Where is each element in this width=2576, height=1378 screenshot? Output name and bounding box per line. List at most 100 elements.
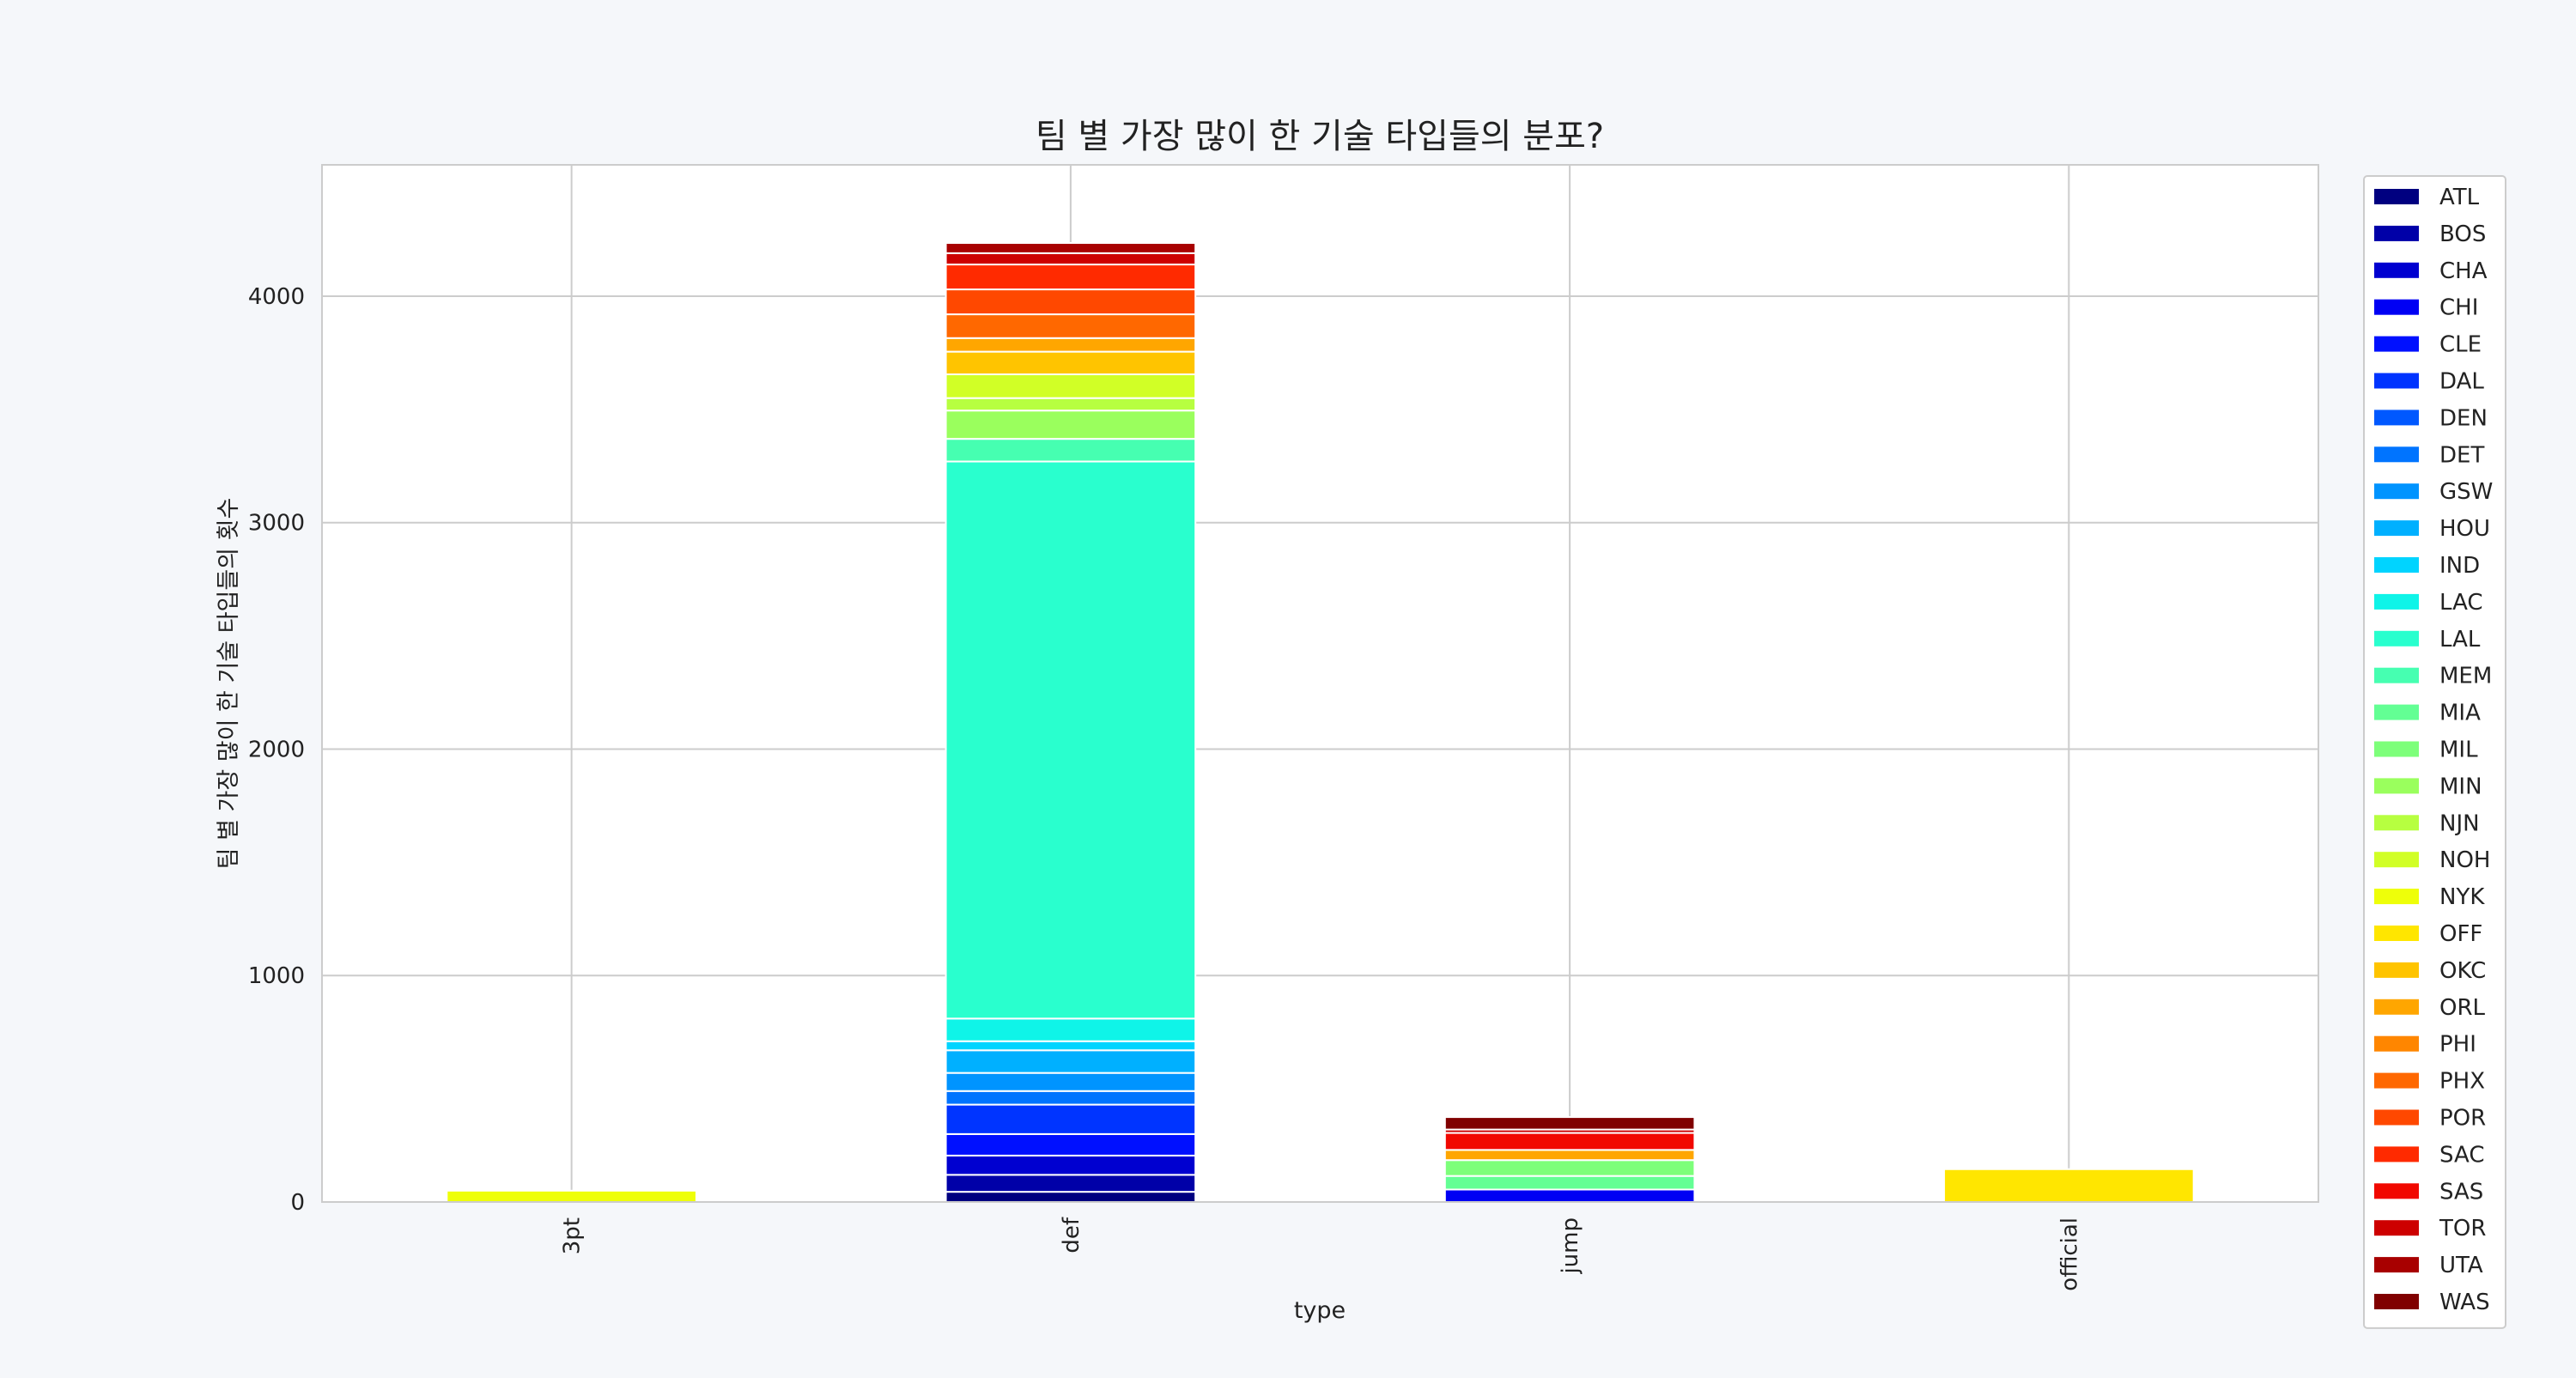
legend-label-OFF: OFF [2439,921,2482,947]
grid-lines [322,165,2318,1203]
y-axis-label: 팀 별 가장 많이 한 기술 타입들의 횟수 [216,498,242,870]
bar-segment-WAS-jump [1443,1116,1696,1131]
x-axis-label: type [1294,1297,1346,1324]
bar-segment-CHI-jump [1443,1188,1696,1203]
legend-label-HOU: HOU [2439,516,2490,542]
legend-swatch-OFF [2374,926,2419,941]
bar-segment-POR-def [945,288,1197,316]
legend-label-DAL: DAL [2439,369,2484,395]
legend-swatch-MIA [2374,704,2419,720]
legend-swatch-OKC [2374,962,2419,978]
x-tick-label: 3pt [560,1217,586,1254]
legend-swatch-ORL [2374,999,2419,1015]
legend-label-TOR: TOR [2439,1216,2486,1241]
y-tick-label: 0 [290,1190,305,1216]
legend-label-OKC: OKC [2439,958,2486,984]
bar-segment-UTA-def [945,241,1197,254]
legend-swatch-CHI [2374,299,2419,315]
legend-label-CLE: CLE [2439,332,2482,358]
x-axis-ticks: 3pt def jump official [560,1217,2083,1291]
legend-label-ATL: ATL [2439,185,2480,210]
legend-label-SAS: SAS [2439,1179,2483,1205]
legend-label-CHI: CHI [2439,295,2478,321]
legend-swatch-CLE [2374,336,2419,352]
legend-label-WAS: WAS [2439,1290,2490,1315]
bar-segment-GSW-def [945,1071,1197,1092]
legend-swatch-MIN [2374,778,2419,794]
bar-segment-ATL-def [945,1191,1197,1203]
bar-segment-NJN-def [945,397,1197,412]
y-axis-ticks: 0 1000 2000 3000 4000 [248,284,305,1216]
chart-title: 팀 별 가장 많이 한 기술 타입들의 분포? [1036,117,1604,156]
bar-segment-BOS-def [945,1174,1197,1193]
bar-segment-LAL-def [945,460,1197,1020]
y-tick-label: 1000 [248,963,305,989]
plot-area [322,165,2318,1202]
legend-label-GSW: GSW [2439,479,2493,505]
legend-label-IND: IND [2439,553,2480,579]
bar-segment-NOH-def [945,373,1197,399]
x-tick-label: jump [1558,1217,1583,1275]
legend-label-PHI: PHI [2439,1032,2476,1058]
legend-swatch-MEM [2374,667,2419,683]
x-tick-label: def [1059,1217,1084,1254]
legend-label-POR: POR [2439,1106,2486,1132]
legend-swatch-DAL [2374,373,2419,389]
bar-segment-MIA-jump [1443,1175,1696,1191]
legend-swatch-PHX [2374,1072,2419,1089]
legend-label-LAC: LAC [2439,590,2483,616]
legend-swatch-TOR [2374,1220,2419,1236]
bar-segment-SAC-def [945,264,1197,291]
legend-swatch-CHA [2374,262,2419,278]
y-tick-label: 2000 [248,737,305,762]
legend-swatch-SAS [2374,1183,2419,1199]
legend-swatch-ATL [2374,189,2419,204]
legend-label-MIA: MIA [2439,701,2481,726]
legend-label-BOS: BOS [2439,222,2486,247]
legend-label-SAC: SAC [2439,1142,2484,1168]
legend-label-MIL: MIL [2439,738,2478,763]
legend-label-DEN: DEN [2439,405,2488,431]
bar-segment-OFF-official [1943,1168,2195,1204]
bar-segment-OKC-def [945,350,1197,375]
legend-swatch-LAC [2374,593,2419,610]
legend-swatch-NJN [2374,815,2419,831]
x-tick-label: official [2057,1217,2082,1291]
legend-label-MIN: MIN [2439,774,2482,799]
bar-segment-ORL-def [945,337,1197,353]
y-tick-label: 4000 [248,284,305,310]
y-tick-label: 3000 [248,511,305,537]
legend-label-MEM: MEM [2439,664,2492,689]
legend-swatch-DEN [2374,410,2419,426]
bar-segment-CHA-def [945,1154,1197,1176]
legend-label-UTA: UTA [2439,1253,2483,1278]
legend-swatch-POR [2374,1109,2419,1126]
bar-segment-NYK-3pt [446,1189,697,1204]
legend-label-NJN: NJN [2439,810,2480,836]
legend-label-NYK: NYK [2439,884,2485,910]
bar-segment-TOR-def [945,252,1197,266]
plot-frame [321,164,2319,1203]
legend-label-CHA: CHA [2439,258,2488,284]
bar-segment-PHX-def [945,313,1197,339]
legend-swatch-UTA [2374,1257,2419,1273]
legend-swatch-PHI [2374,1035,2419,1052]
legend-label-ORL: ORL [2439,995,2486,1021]
legend-swatch-MIL [2374,741,2419,757]
legend-swatch-BOS [2374,225,2419,241]
bars [446,241,2195,1204]
legend-swatch-GSW [2374,483,2419,500]
bar-segment-MEM-def [945,438,1197,463]
legend-swatch-SAC [2374,1146,2419,1162]
legend-swatch-HOU [2374,520,2419,537]
bar-segment-SAS-jump [1443,1132,1696,1151]
legend-swatch-NYK [2374,889,2419,905]
legend-swatch-WAS [2374,1294,2419,1309]
legend-swatch-NOH [2374,852,2419,868]
legend-swatch-IND [2374,557,2419,573]
bar-segment-DAL-def [945,1103,1197,1135]
bar-segment-LAC-def [945,1017,1197,1042]
bar-segment-DET-def [945,1090,1197,1106]
